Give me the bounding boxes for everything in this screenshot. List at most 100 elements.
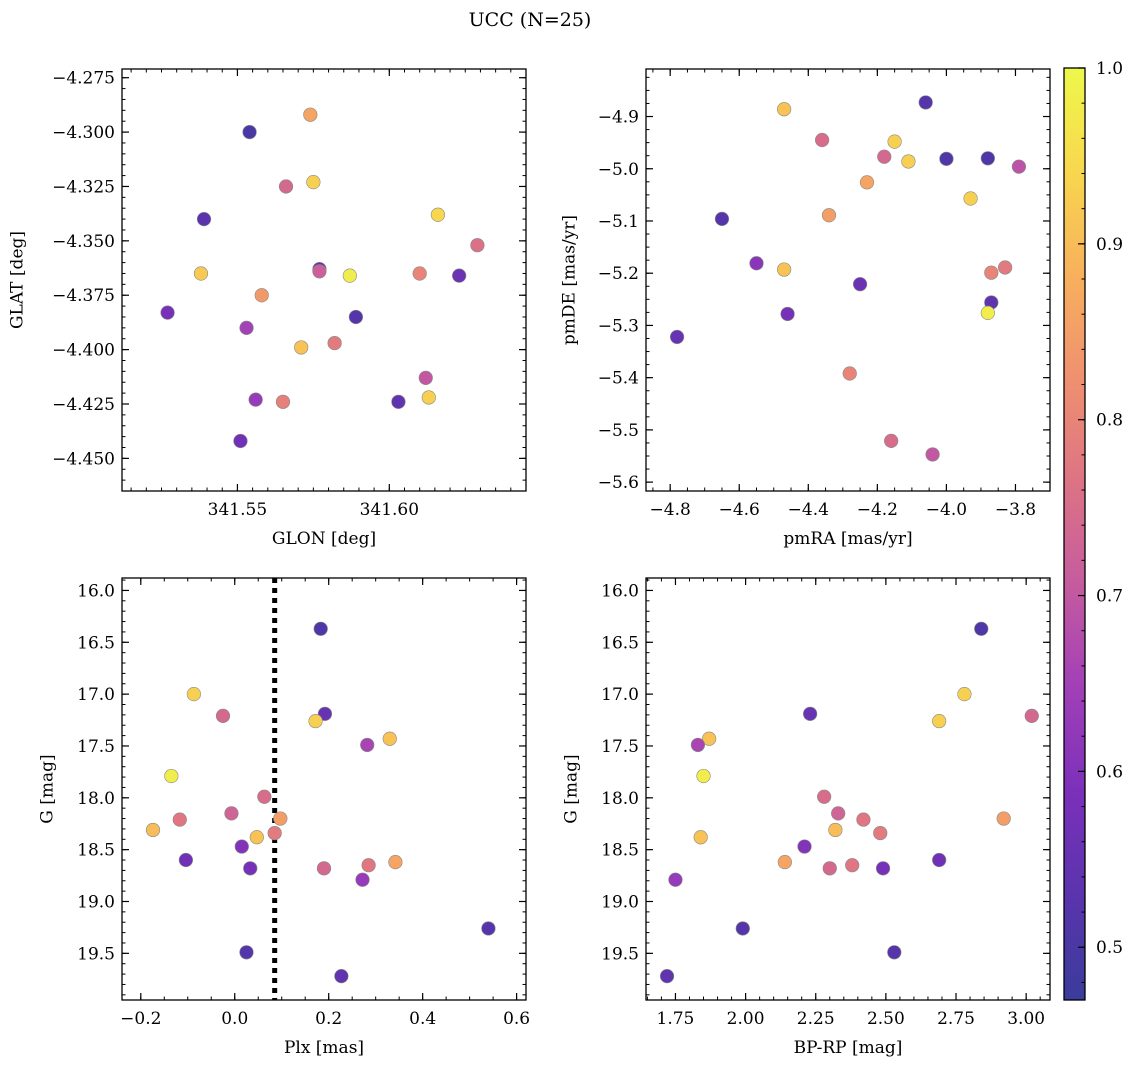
data-point: [164, 768, 179, 784]
x-tick-label: 2.75: [937, 1009, 975, 1029]
x-tick-label: −4.6: [719, 500, 760, 520]
data-point: [303, 107, 318, 122]
data-point: [803, 706, 818, 721]
data-point: [421, 390, 436, 405]
data-point: [342, 268, 357, 283]
data-point: [777, 854, 792, 870]
data-point: [668, 872, 683, 887]
y-tick-label: 17.5: [601, 737, 639, 757]
data-point: [932, 713, 947, 729]
data-point: [317, 706, 333, 721]
colorbar-tick-label: 0.7: [1096, 587, 1123, 607]
data-point: [412, 266, 427, 281]
panels-layer: 341.55 341.60 −4.275 −4.300 −4.325 −4.350 −4.3…: [8, 68, 1051, 1058]
data-point: [391, 394, 406, 409]
y-tick-label: −4.375: [52, 286, 115, 306]
data-point: [957, 687, 972, 702]
colorbar-gradient: [1064, 68, 1085, 1000]
y-axis-label: GLAT [deg]: [8, 231, 28, 329]
data-point: [777, 262, 792, 277]
data-point: [852, 277, 868, 292]
data-point: [859, 175, 875, 190]
y-tick-label: −5.5: [598, 421, 639, 441]
y-tick-label: 18.5: [601, 841, 639, 861]
data-point: [254, 288, 269, 303]
data-point: [430, 207, 446, 222]
data-point: [234, 839, 249, 854]
y-tick-label: −5.6: [598, 473, 639, 493]
data-point: [875, 861, 891, 876]
colorbar: 0.5 0.6 0.7 0.8 0.9 1.0: [1063, 59, 1123, 1001]
data-point: [974, 621, 989, 636]
data-point: [901, 154, 916, 169]
colorbar-tick-label: 1.0: [1096, 59, 1123, 79]
data-point: [215, 708, 231, 724]
panel-pmra-pmde: −4.8 −4.6 −4.4 −4.2 −4.0 −3.8 −4.9 −5.0 −5.1 −5.2…: [560, 68, 1051, 549]
x-tick-label: −3.8: [995, 500, 1036, 520]
y-tick-label: 17.5: [77, 737, 115, 757]
axes-frame: [121, 68, 527, 492]
data-point: [690, 737, 706, 753]
x-axis-label: GLON [deg]: [272, 529, 376, 549]
data-point: [932, 852, 947, 868]
data-point: [831, 806, 846, 821]
y-tick-label: −5.3: [598, 316, 639, 336]
axes-frame: [121, 577, 527, 1001]
y-tick-label: 18.5: [77, 841, 115, 861]
data-point: [308, 713, 323, 729]
y-tick-label: 16.0: [601, 581, 639, 601]
data-point: [294, 340, 309, 355]
data-point: [925, 447, 940, 462]
colorbar-tick-label: 0.8: [1096, 411, 1123, 431]
y-tick-label: 16.0: [77, 581, 115, 601]
y-tick-label: 17.0: [601, 685, 639, 705]
y-tick-label: −4.9: [598, 108, 639, 128]
data-point: [452, 268, 467, 283]
data-point: [312, 264, 327, 279]
data-point: [267, 825, 282, 841]
data-point: [306, 175, 321, 190]
y-tick-label: −4.300: [52, 123, 115, 143]
data-point: [998, 260, 1013, 275]
data-point: [887, 134, 902, 149]
x-tick-label: −4.0: [926, 500, 967, 520]
x-tick-label: 341.55: [208, 500, 267, 520]
data-point: [702, 731, 717, 746]
y-tick-label: −5.4: [598, 369, 639, 389]
y-tick-label: −4.350: [52, 232, 115, 252]
x-tick-label: −4.8: [650, 500, 691, 520]
data-point: [470, 238, 485, 253]
x-tick-label: 2.25: [797, 1009, 835, 1029]
y-tick-label: 16.5: [601, 633, 639, 653]
data-point: [963, 191, 978, 206]
y-tick-label: 19.5: [601, 944, 639, 964]
data-point: [224, 806, 239, 821]
y-tick-label: −4.450: [52, 449, 115, 469]
x-tick-label: 3.00: [1007, 1009, 1045, 1029]
panel-bprp-g: 1.75 2.00 2.25 2.50 2.75 3.00 16.0 16.5 17.0 17.5…: [562, 577, 1051, 1058]
data-point: [659, 969, 675, 984]
panel-glon-glat: 341.55 341.60 −4.275 −4.300 −4.325 −4.350 −4.3…: [8, 68, 527, 549]
data-point: [196, 211, 212, 227]
colorbar-frame: [1063, 67, 1086, 1001]
data-point: [145, 822, 161, 838]
data-point: [243, 861, 258, 876]
data-point: [1011, 159, 1027, 174]
x-axis-label: Plx [mas]: [284, 1038, 364, 1058]
colorbar-tick-label: 0.9: [1096, 235, 1123, 255]
x-tick-label: 0.0: [221, 1009, 248, 1029]
data-point: [856, 812, 871, 827]
data-point: [939, 151, 954, 166]
data-point: [382, 731, 397, 746]
panel-plx-g: −0.2 0.0 0.2 0.4 0.6 16.0 16.5 17.0 17.5 18.0 18.5…: [38, 577, 530, 1058]
y-tick-label: −4.400: [52, 341, 115, 361]
y-tick-label: 19.5: [77, 944, 115, 964]
data-point: [242, 124, 257, 140]
y-tick-label: −5.1: [598, 212, 639, 232]
data-point: [257, 789, 272, 804]
y-tick-label: −4.425: [52, 395, 115, 415]
data-point: [275, 394, 291, 409]
y-tick-label: 19.0: [601, 892, 639, 912]
data-point: [815, 132, 830, 148]
data-point: [186, 687, 201, 702]
